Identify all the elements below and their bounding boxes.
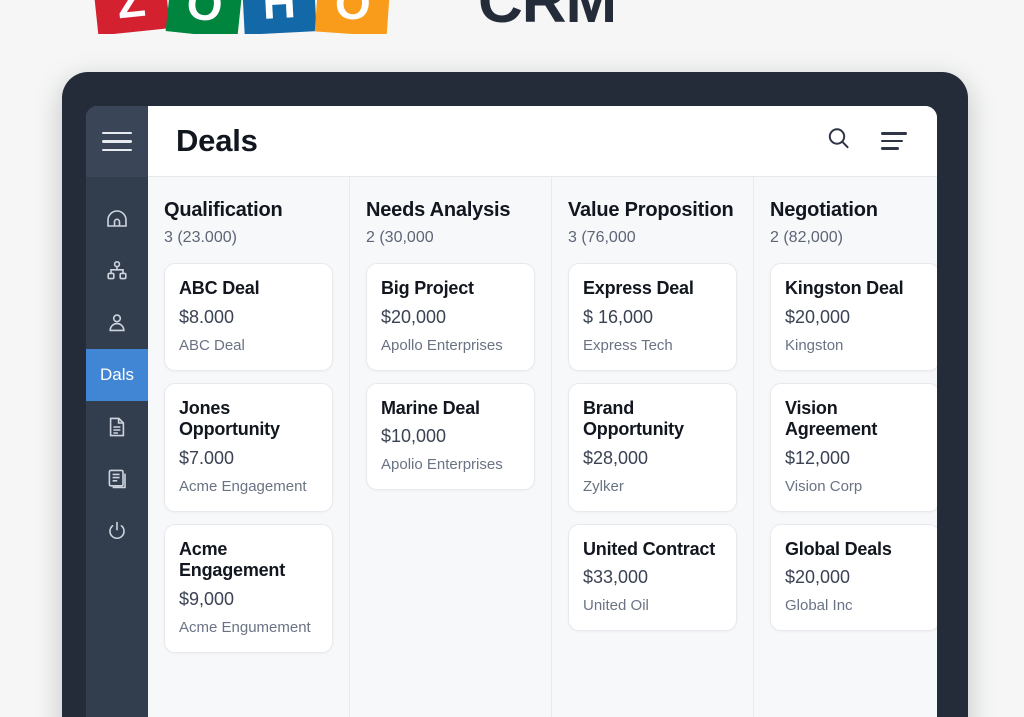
deal-account: Acme Engumement (179, 618, 311, 636)
column-title: Value Proposition (568, 199, 734, 221)
deal-title: Express Deal (583, 278, 694, 298)
deal-amount: $7.000 (179, 447, 235, 468)
sidebar: Dals (86, 106, 148, 717)
filter-button[interactable] (879, 126, 909, 156)
deal-title: Brand Opportunity (583, 397, 684, 440)
document-icon (105, 415, 129, 439)
device-frame: Dals (62, 72, 968, 717)
column-summary: 2 (30,000 (366, 229, 434, 246)
deals-board: Qualification 3 (23.000) ABC Deal $8.000… (148, 177, 937, 717)
sidebar-nav: Dals (86, 177, 148, 557)
deal-title: Vision Agreement (785, 397, 878, 440)
sidebar-item-home[interactable] (86, 193, 148, 245)
sidebar-menu-button[interactable] (86, 106, 148, 177)
deal-card[interactable]: Global Deals $20,000 Global Inc (770, 523, 937, 632)
deal-title: ABC Deal (179, 278, 260, 298)
deal-account: Acme Engagement (179, 477, 307, 495)
deal-amount: $ 16,000 (583, 306, 654, 327)
sidebar-item-label: Dals (99, 365, 134, 384)
deal-card[interactable]: Kingston Deal $20,000 Kingston (770, 263, 937, 371)
deal-account: Express Tech (583, 336, 673, 354)
deal-card[interactable]: Big Project $20,000 Apollo Enterprises (366, 263, 535, 371)
deal-amount: $33,000 (583, 567, 649, 588)
hamburger-icon (102, 131, 132, 152)
sidebar-item-deals[interactable]: Dals (86, 349, 148, 401)
deal-title: Jones Opportunity (179, 397, 280, 440)
topbar: Deals (148, 106, 937, 177)
deal-amount: $8.000 (179, 306, 235, 327)
power-icon (105, 519, 129, 543)
board-column-value-proposition: Value Proposition 3 (76,000 Express Deal… (552, 177, 754, 717)
deal-title: Kingston Deal (785, 278, 904, 298)
deal-account: United Oil (583, 597, 649, 615)
deal-account: Global Inc (785, 597, 853, 615)
filter-lines-icon (881, 132, 907, 150)
sidebar-item-accounts[interactable] (86, 245, 148, 297)
column-title: Negotiation (770, 199, 878, 221)
sidebar-item-power[interactable] (86, 505, 148, 557)
deal-card[interactable]: Express Deal $ 16,000 Express Tech (568, 263, 737, 371)
deal-title: Marine Deal (381, 397, 480, 418)
deal-card[interactable]: Marine Deal $10,000 Apolio Enterprises (366, 382, 535, 491)
deal-account: Zylker (583, 477, 624, 495)
deal-card[interactable]: ABC Deal $8.000 ABC Deal (164, 263, 333, 371)
column-summary: 3 (23.000) (164, 229, 237, 246)
deal-title: Big Project (381, 278, 474, 298)
report-icon (105, 467, 129, 491)
column-summary: 2 (82,000) (770, 229, 843, 246)
logo-tile-green: O (165, 0, 244, 34)
deal-card[interactable]: Vision Agreement $12,000 Vision Corp (770, 382, 937, 512)
column-cards: Big Project $20,000 Apollo Enterprises M… (366, 263, 535, 491)
main-area: Deals (148, 106, 937, 717)
person-icon (105, 311, 129, 335)
search-icon (825, 125, 852, 157)
deal-account: ABC Deal (179, 336, 245, 354)
column-cards: ABC Deal $8.000 ABC Deal Jones Opportuni… (164, 263, 333, 653)
deal-account: Apolio Enterprises (381, 456, 503, 474)
board-column-qualification: Qualification 3 (23.000) ABC Deal $8.000… (148, 177, 350, 717)
deal-title: Global Deals (785, 538, 892, 559)
deal-card[interactable]: Acme Engagement $9,000 Acme Engumement (164, 523, 333, 653)
deal-account: Vision Corp (785, 477, 863, 495)
deal-amount: $28,000 (583, 447, 649, 468)
deal-amount: $20,000 (785, 567, 851, 588)
column-title: Needs Analysis (366, 199, 511, 221)
deal-amount: $10,000 (381, 426, 447, 447)
brand-logo-band: Z O H O CRM (0, 0, 1024, 34)
deal-amount: $9,000 (179, 588, 235, 609)
column-cards: Express Deal $ 16,000 Express Tech Brand… (568, 263, 737, 632)
sidebar-item-documents[interactable] (86, 401, 148, 453)
zoho-logo: Z O H O (91, 0, 391, 34)
logo-tile-orange: O (314, 0, 391, 34)
board-column-needs-analysis: Needs Analysis 2 (30,000 Big Project $20… (350, 177, 552, 717)
deal-card[interactable]: Brand Opportunity $28,000 Zylker (568, 382, 737, 512)
home-icon (105, 207, 129, 231)
column-cards: Kingston Deal $20,000 Kingston Vision Ag… (770, 263, 937, 632)
product-wordmark: CRM (478, 0, 617, 34)
column-summary: 3 (76,000 (568, 229, 636, 246)
sidebar-item-reports[interactable] (86, 453, 148, 505)
logo-tile-blue: H (241, 0, 317, 34)
column-title: Qualification (164, 199, 283, 221)
deal-account: Apollo Enterprises (381, 336, 503, 354)
deal-title: United Contract (583, 538, 716, 559)
board-column-negotiation: Negotiation 2 (82,000) Kingston Deal $20… (754, 177, 937, 717)
logo-tile-red: Z (91, 0, 171, 34)
deal-card[interactable]: Jones Opportunity $7.000 Acme Engagement (164, 382, 333, 512)
search-button[interactable] (823, 126, 853, 156)
deal-account: Kingston (785, 336, 844, 354)
deal-amount: $12,000 (785, 447, 851, 468)
page-title: Deals (176, 123, 258, 158)
deal-amount: $20,000 (785, 306, 851, 327)
org-chart-icon (105, 259, 129, 283)
deal-card[interactable]: United Contract $33,000 United Oil (568, 523, 737, 632)
sidebar-item-contacts[interactable] (86, 297, 148, 349)
topbar-actions (823, 126, 909, 156)
device-screen: Dals (86, 106, 937, 717)
deal-title: Acme Engagement (179, 538, 286, 581)
deal-amount: $20,000 (381, 306, 447, 327)
